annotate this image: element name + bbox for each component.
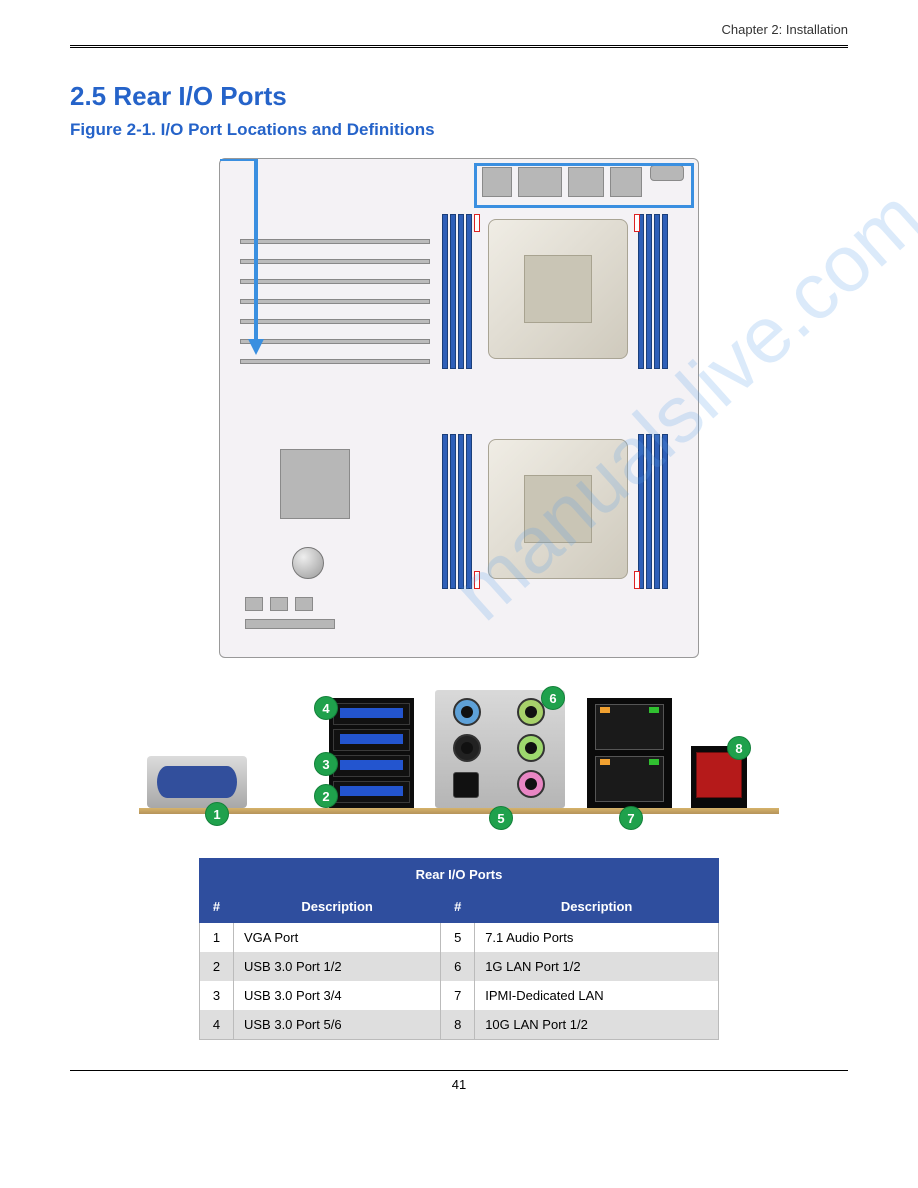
marker-4: 4 — [314, 696, 338, 720]
vga-port — [147, 756, 247, 808]
motherboard-diagram: manualslive.com — [219, 158, 699, 658]
table-row: 2 USB 3.0 Port 1/2 6 1G LAN Port 1/2 — [200, 952, 719, 981]
io-region-highlight — [474, 163, 694, 208]
marker-8: 8 — [727, 736, 751, 760]
usb3-stack — [329, 698, 414, 808]
col-num-left: # — [200, 891, 234, 923]
table-row: 4 USB 3.0 Port 5/6 8 10G LAN Port 1/2 — [200, 1010, 719, 1040]
header-rule — [70, 45, 848, 51]
marker-5: 5 — [489, 806, 513, 830]
page-footer: 41 — [70, 1070, 848, 1092]
io-panel-photo: 1 2 3 4 5 6 7 8 — [139, 678, 779, 838]
chapter-header: Chapter 2: Installation — [70, 0, 848, 45]
marker-3: 3 — [314, 752, 338, 776]
col-desc-left: Description — [234, 891, 441, 923]
figure-caption: Figure 2-1. I/O Port Locations and Defin… — [70, 120, 848, 140]
page-number: 41 — [452, 1077, 466, 1092]
table-row: 1 VGA Port 5 7.1 Audio Ports — [200, 923, 719, 953]
col-num-right: # — [441, 891, 475, 923]
section-title: 2.5 Rear I/O Ports — [70, 81, 848, 112]
marker-1: 1 — [205, 802, 229, 826]
rear-io-ports-table: Rear I/O Ports # Description # Descripti… — [199, 858, 719, 1040]
col-desc-right: Description — [475, 891, 719, 923]
table-title: Rear I/O Ports — [200, 859, 719, 891]
marker-6: 6 — [541, 686, 565, 710]
marker-2: 2 — [314, 784, 338, 808]
table-row: 3 USB 3.0 Port 3/4 7 IPMI-Dedicated LAN — [200, 981, 719, 1010]
marker-7: 7 — [619, 806, 643, 830]
gigabit-lan-stack — [587, 698, 672, 808]
callout-arrow-icon — [220, 159, 268, 359]
